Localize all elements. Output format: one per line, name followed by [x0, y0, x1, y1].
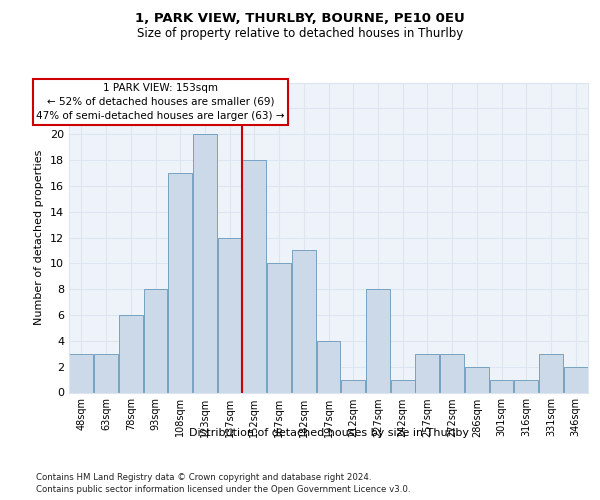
Y-axis label: Number of detached properties: Number of detached properties	[34, 150, 44, 325]
Bar	[242, 160, 266, 392]
Text: Contains HM Land Registry data © Crown copyright and database right 2024.: Contains HM Land Registry data © Crown c…	[36, 472, 371, 482]
Bar	[317, 341, 340, 392]
Bar	[563, 366, 587, 392]
Text: Size of property relative to detached houses in Thurlby: Size of property relative to detached ho…	[137, 28, 463, 40]
Text: 1, PARK VIEW, THURLBY, BOURNE, PE10 0EU: 1, PARK VIEW, THURLBY, BOURNE, PE10 0EU	[135, 12, 465, 26]
Bar	[292, 250, 316, 392]
Bar	[218, 238, 242, 392]
Bar	[440, 354, 464, 393]
Text: 1 PARK VIEW: 153sqm
← 52% of detached houses are smaller (69)
47% of semi-detach: 1 PARK VIEW: 153sqm ← 52% of detached ho…	[36, 83, 284, 121]
Bar	[70, 354, 94, 393]
Bar	[267, 264, 291, 392]
Bar	[465, 366, 489, 392]
Text: Contains public sector information licensed under the Open Government Licence v3: Contains public sector information licen…	[36, 485, 410, 494]
Bar	[119, 315, 143, 392]
Bar	[366, 289, 390, 393]
Bar	[193, 134, 217, 392]
Bar	[539, 354, 563, 393]
Bar	[391, 380, 415, 392]
Bar	[341, 380, 365, 392]
Bar	[514, 380, 538, 392]
Bar	[143, 289, 167, 393]
Bar	[490, 380, 514, 392]
Text: Distribution of detached houses by size in Thurlby: Distribution of detached houses by size …	[189, 428, 469, 438]
Bar	[415, 354, 439, 393]
Bar	[94, 354, 118, 393]
Bar	[168, 173, 192, 392]
